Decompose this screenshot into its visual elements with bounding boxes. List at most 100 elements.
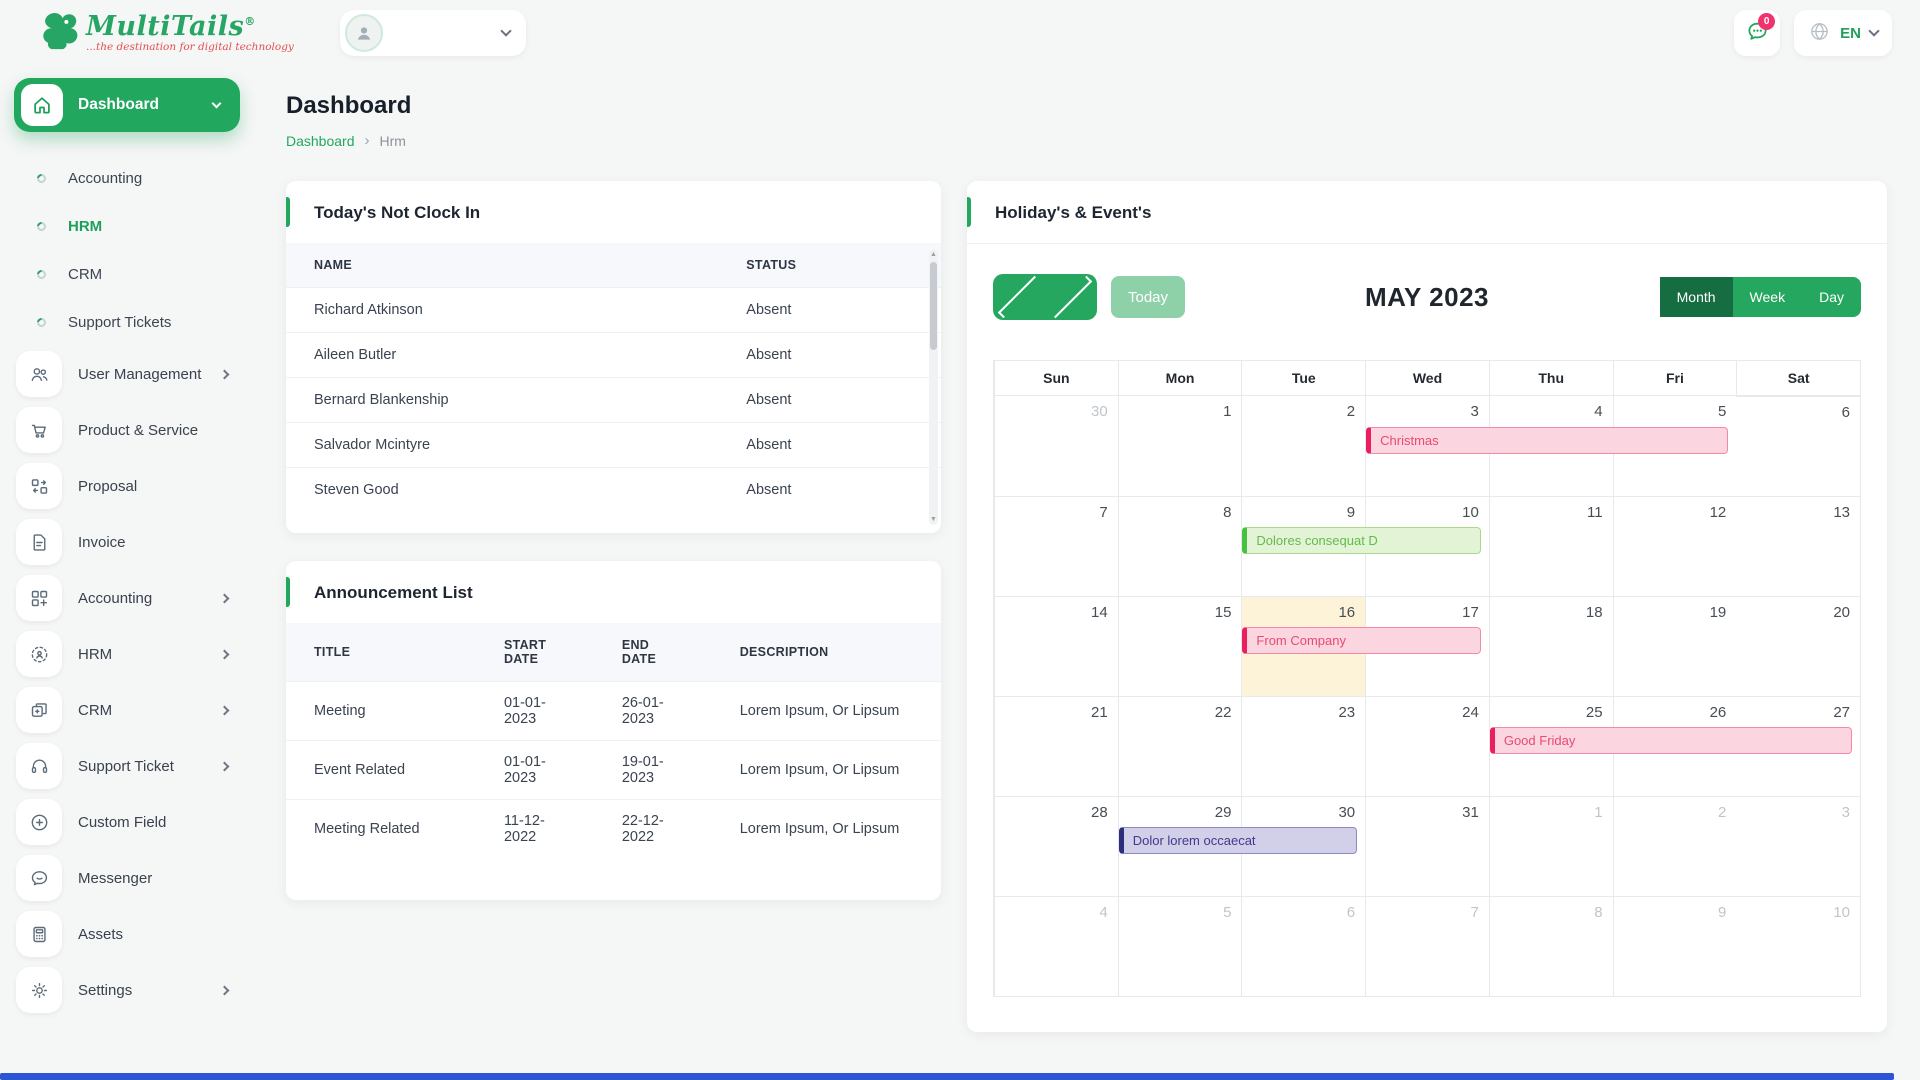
calendar-day-cell[interactable]: 2 [1612,796,1737,896]
calendar-day-cell[interactable]: 23 [1241,696,1366,796]
calendar-day-cell[interactable]: 15 [1117,596,1242,696]
employee-status: Absent [718,422,941,468]
sidebar-item[interactable]: Settings [0,962,252,1018]
calendar-day-cell[interactable]: 31 [1365,796,1489,896]
clockin-table-row[interactable]: Aileen Butler Absent [286,332,941,378]
calendar-event[interactable]: From Company [1242,627,1481,654]
calendar-day-cell[interactable]: 10 [1736,896,1860,996]
calendar-day-cell[interactable]: 5 [1117,896,1242,996]
employee-status: Absent [718,467,941,513]
announcement-table-row[interactable]: Event Related 01-01-2023 19-01-2023 Lore… [286,740,941,800]
sidebar-subitem[interactable]: Accounting [0,154,252,202]
language-code: EN [1840,24,1861,42]
calendar-day-cell[interactable]: 1 [1117,396,1242,496]
announcement-column-header: END DATE [593,623,712,682]
sidebar-item[interactable]: Custom Field [0,794,252,850]
brand-tagline: ...the destination for digital technolog… [86,41,294,54]
calendar-day-cell[interactable]: 9 [1612,896,1737,996]
sidebar-item[interactable]: User Management [0,346,252,402]
weekday-label: Thu [1488,361,1613,395]
calendar-day-cell[interactable]: 25 [1488,696,1613,796]
calendar-day-cell[interactable]: 7 [1365,896,1489,996]
calendar-day-cell[interactable]: 20 [1736,596,1860,696]
calendar-view-button[interactable]: Week [1732,277,1803,317]
announcement-table-row[interactable]: Meeting 01-01-2023 26-01-2023 Lorem Ipsu… [286,681,941,741]
calendar-event[interactable]: Dolores consequat D [1242,527,1481,554]
sidebar-item[interactable]: Assets [0,906,252,962]
calendar-day-cell[interactable]: 8 [1117,496,1242,596]
calendar-day-cell[interactable]: 11 [1488,496,1613,596]
calendar-day-cell[interactable]: 6 [1241,896,1366,996]
announcement-column-header: TITLE [286,623,476,682]
calendar-event[interactable]: Dolor lorem occaecat [1118,827,1358,854]
sidebar-subitem[interactable]: HRM [0,202,252,250]
calendar-day-cell[interactable]: 4 [994,896,1118,996]
calendar-day-cell[interactable]: 13 [1736,496,1860,596]
clockin-table-row[interactable]: Steven Good Absent [286,467,941,513]
today-button[interactable]: Today [1111,276,1186,318]
calendar-day-cell[interactable]: 29 [1117,796,1242,896]
calendar-day-cell[interactable]: 24 [1365,696,1489,796]
calendar-day-cell[interactable]: 3 [1365,396,1489,496]
calendar-day-cell[interactable]: 3 [1736,796,1860,896]
calendar-day-cell[interactable]: 18 [1488,596,1613,696]
calendar-day-cell[interactable]: 2 [1241,396,1365,496]
day-number: 7 [1470,904,1479,921]
calendar-day-cell[interactable]: 22 [1117,696,1242,796]
chevron-right-icon [219,761,230,771]
calendar-event[interactable]: Christmas [1366,427,1729,454]
scrollbar-thumb[interactable] [930,262,937,350]
calendar-day-cell[interactable]: 8 [1488,896,1613,996]
calendar-day-cell[interactable]: 19 [1612,596,1737,696]
scroll-down-icon[interactable]: ▼ [930,516,937,523]
breadcrumb: Dashboard › Hrm [286,132,1902,149]
sidebar-item-dashboard[interactable]: Dashboard [14,78,240,132]
calendar-day-cell[interactable]: 9 [1241,496,1366,596]
day-number: 14 [1091,604,1108,621]
scroll-up-icon[interactable]: ▲ [930,251,937,258]
calendar-day-cell[interactable]: 14 [994,596,1118,696]
calendar-view-switcher: Month Week Day [1659,277,1861,317]
calendar-nav-buttons [993,274,1097,320]
calendar-view-button[interactable]: Day [1802,277,1861,317]
user-dropdown[interactable] [339,10,526,56]
calendar-day-cell[interactable]: 1 [1488,796,1613,896]
day-number: 11 [1586,504,1603,521]
chat-button[interactable]: 0 [1734,10,1781,56]
calendar-day-cell[interactable]: 28 [994,796,1118,896]
sidebar-item[interactable]: Accounting [0,570,252,626]
clockin-column-header: NAME [286,243,719,288]
language-selector[interactable]: EN [1794,10,1892,56]
sidebar-subitem[interactable]: CRM [0,250,252,298]
clockin-card: Today's Not Clock In NAME STATUS Richard … [286,181,941,533]
sidebar-item[interactable]: Proposal [0,458,252,514]
sidebar-item[interactable]: Messenger [0,850,252,906]
top-bar: MultiTails® ...the destination for digit… [0,0,1920,66]
next-month-button[interactable] [1045,274,1097,320]
sidebar-item[interactable]: Product & Service [0,402,252,458]
clockin-table-row[interactable]: Richard Atkinson Absent [286,287,941,333]
sidebar-item-label: HRM [78,645,113,663]
sidebar-item[interactable]: Support Ticket [0,738,252,794]
calendar-day-cell[interactable]: 6 [1736,396,1860,496]
breadcrumb-dashboard-link[interactable]: Dashboard [286,132,355,149]
clockin-table-row[interactable]: Salvador Mcintyre Absent [286,422,941,468]
sidebar-item[interactable]: Invoice [0,514,252,570]
sidebar-item[interactable]: CRM [0,682,252,738]
announcement-table-row[interactable]: Meeting Related 11-12-2022 22-12-2022 Lo… [286,799,941,858]
day-number: 30 [1091,403,1108,420]
prev-month-button[interactable] [993,274,1045,320]
horizontal-scrollbar[interactable] [0,1073,1894,1080]
calendar-day-cell[interactable]: 27 [1736,696,1860,796]
calendar-day-cell[interactable]: 21 [994,696,1118,796]
announcement-end-date: 22-12-2022 [593,799,712,858]
table-scrollbar[interactable]: ▲ ▼ [929,249,938,525]
sidebar-item[interactable]: HRM [0,626,252,682]
clockin-table-row[interactable]: Bernard Blankenship Absent [286,377,941,423]
calendar-day-cell[interactable]: 30 [994,396,1118,496]
sidebar-subitem[interactable]: Support Tickets [0,298,252,346]
calendar-event[interactable]: Good Friday [1489,727,1852,754]
calendar-view-button[interactable]: Month [1659,277,1733,317]
calendar-day-cell[interactable]: 12 [1612,496,1737,596]
calendar-day-cell[interactable]: 7 [994,496,1118,596]
